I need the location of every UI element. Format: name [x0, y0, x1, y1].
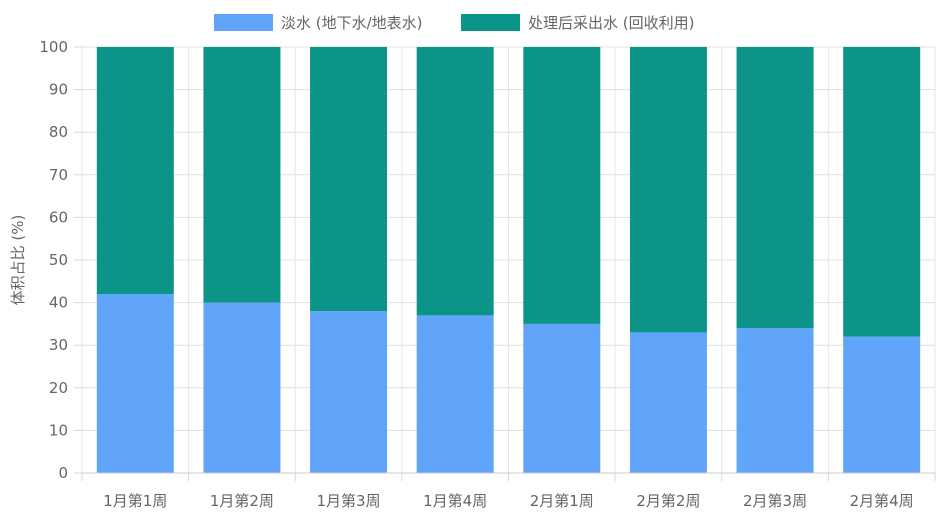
bar-segment-series-1[interactable] — [629, 332, 707, 473]
y-tick-label: 50 — [49, 251, 68, 269]
legend-swatch[interactable] — [461, 14, 520, 31]
bar-segment-series-2[interactable] — [96, 47, 174, 295]
y-tick-label: 90 — [49, 81, 68, 99]
bar-segment-series-1[interactable] — [843, 336, 921, 473]
y-axis-title: 体积占比 (%) — [9, 215, 27, 306]
x-tick-label: 2月第3周 — [743, 492, 807, 510]
axes: 0 10 20 30 40 50 60 70 80 90 100 1月第1周 1月第2周 1月第3周 1月第… — [39, 38, 936, 510]
bar-segment-series-1[interactable] — [416, 315, 494, 473]
x-tick-label: 2月第4周 — [850, 492, 914, 510]
x-tick-label: 1月第1周 — [103, 492, 167, 510]
legend: 淡水 (地下水/地表水) 处理后采出水 (回收利用) — [214, 14, 694, 32]
bar-segment-series-1[interactable] — [310, 311, 388, 473]
bar-segment-series-2[interactable] — [629, 47, 707, 333]
x-tick-label: 2月第2周 — [636, 492, 700, 510]
bar-segment-series-1[interactable] — [203, 302, 281, 473]
y-tick-label: 0 — [58, 464, 68, 482]
y-tick-label: 80 — [49, 123, 68, 141]
y-tick-label: 20 — [49, 379, 68, 397]
bar-segment-series-2[interactable] — [203, 47, 281, 303]
bar-segment-series-1[interactable] — [96, 294, 174, 473]
y-tick-label: 30 — [49, 336, 68, 354]
x-tick-label: 1月第4周 — [423, 492, 487, 510]
bar-segment-series-2[interactable] — [736, 47, 814, 329]
legend-label[interactable]: 淡水 (地下水/地表水) — [281, 14, 423, 32]
x-tick-label: 2月第1周 — [530, 492, 594, 510]
legend-swatch[interactable] — [214, 14, 273, 31]
bar-segment-series-1[interactable] — [523, 323, 601, 473]
x-tick-label: 1月第3周 — [317, 492, 381, 510]
bar-segment-series-2[interactable] — [523, 47, 601, 324]
y-tick-label: 100 — [39, 38, 68, 56]
bars — [96, 47, 921, 473]
y-tick-label: 60 — [49, 208, 68, 226]
y-tick-label: 70 — [49, 166, 68, 184]
bar-segment-series-2[interactable] — [843, 47, 921, 337]
bar-segment-series-1[interactable] — [736, 328, 814, 473]
legend-label[interactable]: 处理后采出水 (回收利用) — [528, 14, 694, 32]
x-tick-label: 1月第2周 — [210, 492, 274, 510]
bar-segment-series-2[interactable] — [416, 47, 494, 316]
bar-segment-series-2[interactable] — [310, 47, 388, 312]
y-tick-label: 40 — [49, 294, 68, 312]
y-tick-label: 10 — [49, 421, 68, 439]
